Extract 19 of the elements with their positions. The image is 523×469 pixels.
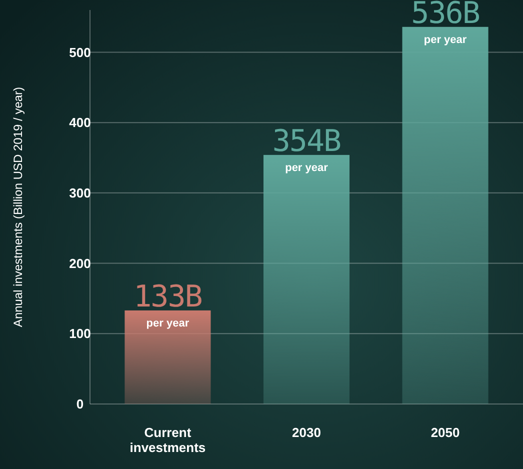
data-label: 133B <box>134 279 202 314</box>
annotation: per year <box>424 34 468 46</box>
x-tick-label: 2050 <box>430 425 460 440</box>
y-tick-label: 0 <box>76 396 84 412</box>
x-tick-label: Current investments <box>130 425 206 455</box>
y-tick-label: 200 <box>69 256 91 271</box>
y-tick-label: 300 <box>69 185 91 200</box>
y-tick-label: 500 <box>69 44 91 60</box>
bar <box>402 26 488 404</box>
annotation: per year <box>146 317 190 330</box>
data-label: 354B <box>272 124 341 159</box>
x-tick-label: 2030 <box>292 425 321 440</box>
annotation: per year <box>285 162 329 174</box>
y-tick-label: 400 <box>69 115 91 130</box>
bar <box>263 154 350 404</box>
data-label: 536B <box>411 0 480 31</box>
y-tick-label: 100 <box>69 326 91 342</box>
bar <box>124 310 211 404</box>
y-axis-title: Annual investments (Billion USD 2019 / year) <box>11 86 25 328</box>
